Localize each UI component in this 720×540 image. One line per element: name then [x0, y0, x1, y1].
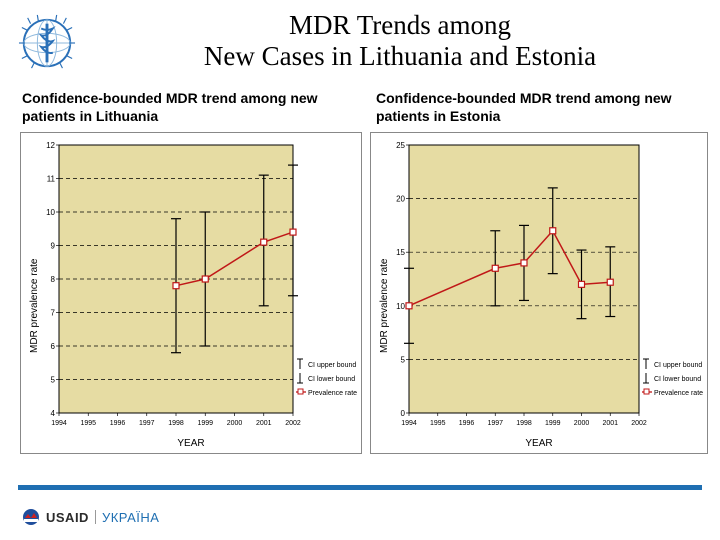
ukraine-label: УКРАЇНА — [102, 510, 159, 525]
usaid-label: USAID — [46, 510, 89, 525]
svg-text:8: 8 — [51, 275, 56, 284]
svg-text:1995: 1995 — [80, 420, 96, 427]
svg-text:5: 5 — [401, 355, 406, 364]
svg-text:Prevalence rate: Prevalence rate — [308, 390, 357, 397]
svg-text:1996: 1996 — [110, 420, 126, 427]
svg-text:6: 6 — [51, 342, 56, 351]
title-line2: New Cases in Lithuania and Estonia — [204, 41, 596, 71]
svg-text:1994: 1994 — [51, 420, 67, 427]
svg-text:CI lower bound: CI lower bound — [654, 376, 701, 383]
footer-logo: USAID УКРАЇНА — [22, 508, 159, 526]
title-line1: MDR Trends among — [289, 10, 511, 40]
svg-text:11: 11 — [47, 175, 56, 184]
chart-left-ylabel: MDR prevalence rate — [29, 259, 40, 353]
svg-text:2002: 2002 — [631, 420, 647, 427]
svg-text:2001: 2001 — [256, 420, 272, 427]
svg-text:1996: 1996 — [459, 420, 475, 427]
svg-text:9: 9 — [51, 242, 56, 251]
svg-text:5: 5 — [51, 376, 56, 385]
footer-bar — [18, 485, 702, 490]
svg-text:12: 12 — [46, 141, 55, 150]
svg-text:10: 10 — [46, 208, 55, 217]
svg-text:15: 15 — [396, 248, 405, 257]
svg-text:25: 25 — [396, 141, 405, 150]
svg-text:10: 10 — [396, 302, 405, 311]
svg-text:CI lower bound: CI lower bound — [308, 376, 355, 383]
svg-text:Prevalence rate: Prevalence rate — [654, 390, 703, 397]
svg-text:20: 20 — [396, 195, 405, 204]
svg-text:1999: 1999 — [545, 420, 561, 427]
chart-left-title: Confidence-bounded MDR trend among new p… — [22, 90, 342, 125]
chart-right-xlabel: YEAR — [371, 438, 707, 449]
chart-right-box: 0 5 10 15 20 25 1994 1995 1996 1997 1998 1999 2000 20… — [370, 132, 708, 454]
svg-text:2000: 2000 — [227, 420, 243, 427]
svg-text:CI upper bound: CI upper bound — [654, 362, 702, 369]
svg-text:CI upper bound: CI upper bound — [308, 362, 356, 369]
chart-left-xlabel: YEAR — [21, 438, 361, 449]
footer-divider — [95, 510, 96, 524]
chart-right-svg: 0 5 10 15 20 25 1994 1995 1996 1997 1998 1999 2000 20… — [371, 133, 707, 453]
who-logo — [18, 14, 76, 72]
usaid-seal-icon — [22, 508, 40, 526]
svg-text:2002: 2002 — [285, 420, 301, 427]
chart-right-title: Confidence-bounded MDR trend among new p… — [376, 90, 712, 125]
svg-text:4: 4 — [51, 409, 56, 418]
svg-text:7: 7 — [51, 309, 56, 318]
svg-text:1997: 1997 — [139, 420, 155, 427]
chart-left-svg: 4 5 6 7 8 9 10 11 12 1994 1995 1996 1997 1998 1999 2000… — [21, 133, 361, 453]
svg-text:1999: 1999 — [197, 420, 213, 427]
slide: MDR Trends among New Cases in Lithuania … — [0, 0, 720, 540]
svg-text:2000: 2000 — [574, 420, 590, 427]
page-title: MDR Trends among New Cases in Lithuania … — [100, 10, 700, 72]
svg-text:1995: 1995 — [430, 420, 446, 427]
svg-text:1998: 1998 — [516, 420, 532, 427]
svg-text:1998: 1998 — [168, 420, 184, 427]
chart-right-ylabel: MDR prevalence rate — [379, 259, 390, 353]
svg-text:1997: 1997 — [487, 420, 503, 427]
chart-left-box: 4 5 6 7 8 9 10 11 12 1994 1995 1996 1997 1998 1999 2000… — [20, 132, 362, 454]
svg-text:2001: 2001 — [602, 420, 618, 427]
svg-text:0: 0 — [401, 409, 406, 418]
svg-text:1994: 1994 — [401, 420, 417, 427]
